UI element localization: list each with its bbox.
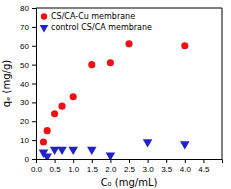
tick: 0 [25,155,36,164]
tick: 70 [20,23,36,32]
tick-label: 1.0 [68,165,80,174]
legend-item: control CS/CA membrane [40,23,152,32]
tick-label: 80 [20,4,29,13]
tick-mark [185,159,186,163]
tick: 2.5 [124,159,136,174]
tick: 30 [20,98,36,107]
point [51,110,58,117]
tick: 0.5 [50,159,62,174]
tick-mark [92,159,93,163]
tick: 4.0 [180,159,192,174]
tick-label: 20 [20,117,29,126]
tick: 40 [20,80,36,89]
point [125,40,132,47]
tick-mark [148,159,149,163]
x-axis-line [37,160,223,164]
tick: 1.5 [87,159,99,174]
point [57,147,67,155]
tick-mark [55,159,56,163]
point [88,61,95,68]
point [40,138,47,145]
point [58,103,65,110]
tick-mark [32,8,36,9]
tick-label: 70 [20,23,29,32]
tick-label: 60 [20,42,29,51]
tick-mark [32,84,36,85]
tick: 10 [20,136,36,145]
plot: 0.0 0.5 1.0 1.5 2.0 2.5 3.0 3.5 4.0 4.5 0 10 20 30 40 5… [20,4,222,174]
tick-label: 2.0 [105,165,117,174]
tick-label: 30 [20,98,29,107]
tick: 1.0 [68,159,80,174]
point [107,59,114,66]
tick-label: 0.5 [50,165,62,174]
point [143,139,153,147]
tick: 2.0 [105,159,117,174]
tick-mark [129,159,130,163]
tick-mark [73,159,74,163]
legend: CS/CA-Cu membrane control CS/CA membrane [40,12,152,32]
tick-label: 3.5 [161,165,173,174]
tick: 3.0 [143,159,155,174]
tick: 0.0 [31,159,43,174]
tick: 60 [20,42,36,51]
tick-mark [110,159,111,163]
point [68,147,78,155]
legend-symbol [40,25,49,32]
tick-mark [32,140,36,141]
frame [36,8,222,9]
tick-mark [203,159,204,163]
tick-label: 50 [20,61,29,70]
tick-mark [32,65,36,66]
legend-label: CS/CA-Cu membrane [51,12,135,21]
tick: 80 [20,4,36,13]
tick-mark [166,159,167,163]
tick-mark [32,159,36,160]
tick: 4.5 [198,159,210,174]
tick: 50 [20,61,36,70]
tick-mark [32,46,36,47]
point [44,127,51,134]
frame [222,8,223,159]
tick-label: 0 [25,155,30,164]
tick-mark [32,102,36,103]
legend-label: control CS/CA membrane [51,23,152,32]
legend-item: CS/CA-Cu membrane [41,12,135,21]
x-axis: 0.0 0.5 1.0 1.5 2.0 2.5 3.0 3.5 4.0 4.5 [31,159,223,174]
tick-label: 0.0 [31,165,43,174]
point [42,153,52,159]
tick-label: 1.5 [87,165,99,174]
tick-label: 10 [20,136,29,145]
tick-label: 2.5 [124,165,136,174]
x-axis-title: C₀ (mg/mL) [101,177,158,188]
y-axis-title: qₑ (mg/g) [1,60,12,107]
point [70,93,77,100]
chart: 0.0 0.5 1.0 1.5 2.0 2.5 3.0 3.5 4.0 4.5 0 10 20 30 40 5… [0,0,231,189]
series [39,139,190,159]
tick-label: 4.5 [198,165,210,174]
tick: 20 [20,117,36,126]
point [180,141,190,149]
point [87,147,97,155]
tick-mark [32,27,36,28]
legend-symbol [41,13,47,19]
point [106,152,116,159]
tick-mark [32,121,36,122]
series [40,40,188,145]
tick-label: 4.0 [180,165,192,174]
point [181,42,188,49]
tick: 3.5 [161,159,173,174]
tick-label: 40 [20,80,29,89]
tick-label: 3.0 [143,165,155,174]
y-axis: 0 10 20 30 40 50 60 70 80 [20,4,36,164]
y-axis-line [32,9,37,160]
points [39,40,190,159]
